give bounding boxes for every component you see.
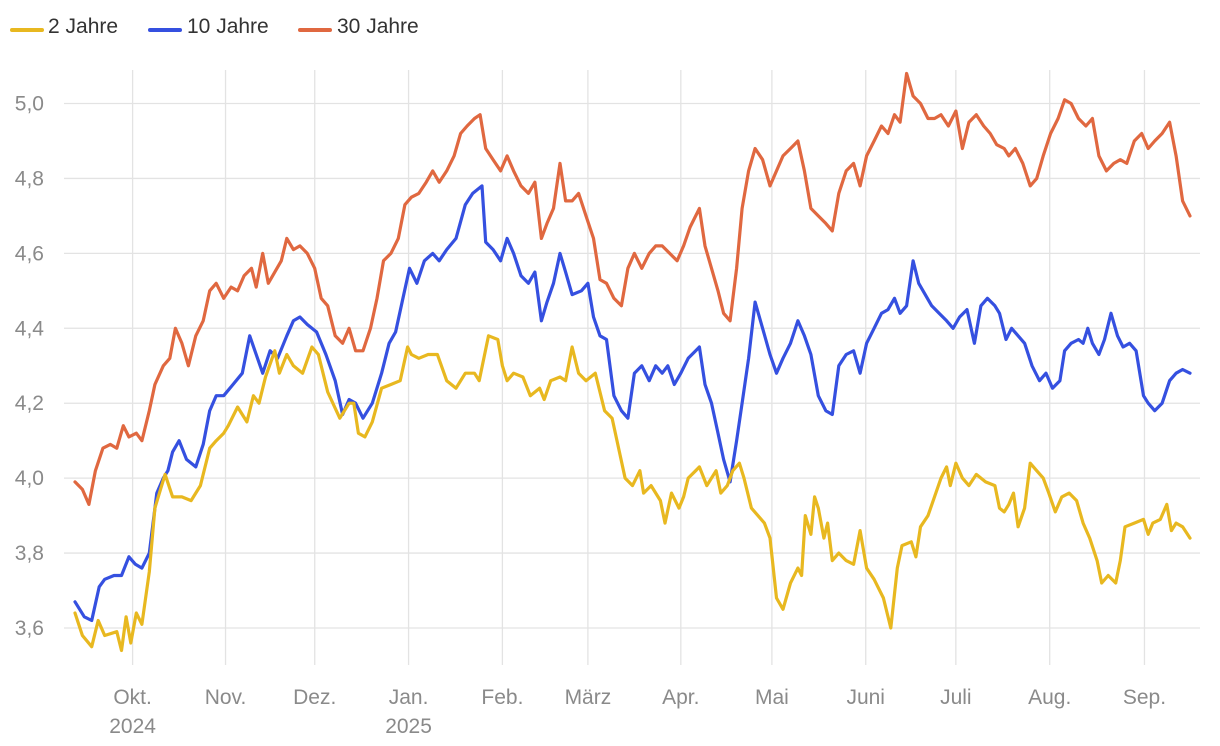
- legend: 2 Jahre 10 Jahre 30 Jahre: [10, 15, 419, 38]
- y-tick-label: 4,2: [15, 392, 44, 415]
- x-tick-label: Aug.: [1028, 686, 1071, 709]
- legend-label-2-jahre: 2 Jahre: [48, 15, 118, 38]
- x-tick-label: Juli: [940, 686, 972, 709]
- x-tick-label: Nov.: [205, 686, 247, 709]
- y-tick-label: 4,0: [15, 467, 44, 490]
- x-tick-label: Okt.: [113, 686, 152, 709]
- y-tick-label: 4,6: [15, 242, 44, 265]
- x-tick-label: Feb.: [481, 686, 523, 709]
- series-line-30-jahre: [73, 71, 1192, 506]
- x-tick-year-label: 2025: [385, 715, 432, 738]
- x-tick-year-label: 2024: [109, 715, 156, 738]
- series-lines: [73, 71, 1192, 653]
- y-axis-ticks: 3,6 3,8 4,0 4,2 4,4 4,6 4,8 5,0: [15, 93, 45, 641]
- legend-label-10-jahre: 10 Jahre: [187, 15, 269, 38]
- series-line-2-jahre: [73, 334, 1192, 653]
- legend-item-10-jahre[interactable]: 10 Jahre: [148, 15, 269, 38]
- vertical-gridlines: [131, 70, 1146, 665]
- x-axis-ticks: Okt. 2024 Nov. Dez. Jan. 2025 Feb. März Apr. Mai J…: [109, 686, 1166, 738]
- y-tick-label: 4,8: [15, 167, 44, 190]
- x-tick-label: Apr.: [662, 686, 699, 709]
- y-tick-label: 3,8: [15, 542, 44, 565]
- x-tick-label: Dez.: [293, 686, 336, 709]
- x-tick-label: Sep.: [1123, 686, 1166, 709]
- legend-item-30-jahre[interactable]: 30 Jahre: [298, 15, 419, 38]
- series-line-10-jahre: [73, 184, 1192, 623]
- x-tick-label: Juni: [846, 686, 885, 709]
- legend-label-30-jahre: 30 Jahre: [337, 15, 419, 38]
- x-tick-label: März: [565, 686, 612, 709]
- y-tick-label: 5,0: [15, 93, 44, 116]
- x-tick-label: Jan.: [389, 686, 429, 709]
- y-tick-label: 3,6: [15, 617, 44, 640]
- legend-item-2-jahre[interactable]: 2 Jahre: [10, 15, 118, 38]
- x-tick-label: Mai: [755, 686, 789, 709]
- horizontal-gridlines: [64, 102, 1200, 629]
- y-tick-label: 4,4: [15, 317, 45, 340]
